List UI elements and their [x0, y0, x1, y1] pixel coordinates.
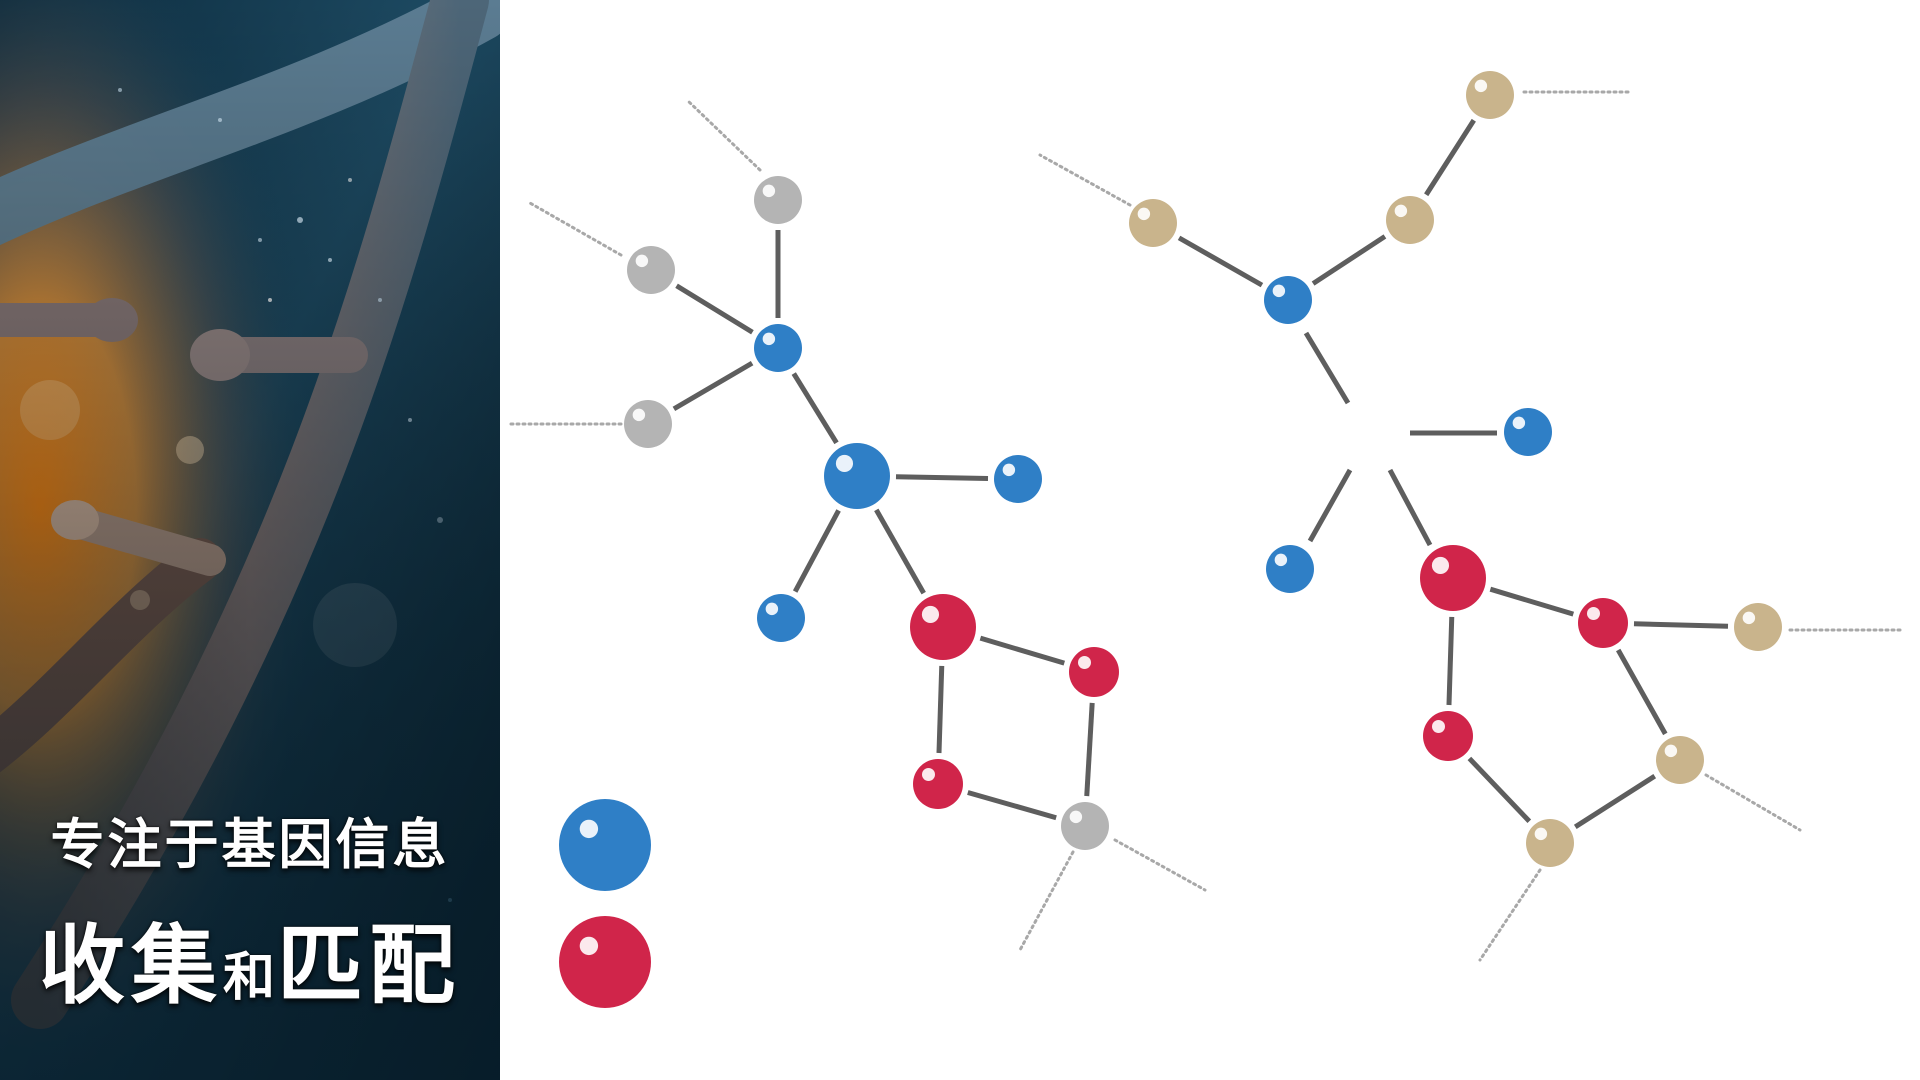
tan-atom [1734, 603, 1782, 651]
blue-atom [757, 594, 805, 642]
blue-atom [824, 443, 890, 509]
atom-highlight [1078, 656, 1091, 669]
bond-line [792, 509, 841, 593]
blue-sphere-icon [559, 799, 651, 891]
bond-line [1387, 468, 1433, 547]
bond-line [672, 360, 754, 412]
atom-highlight [762, 332, 776, 346]
tagline-line-2: 收集和匹配 [0, 895, 500, 1020]
gray-atom [627, 246, 675, 294]
atom-highlight [765, 602, 779, 616]
legend-highlight [579, 936, 599, 956]
atom-highlight [835, 454, 854, 473]
bond-line [1307, 468, 1353, 543]
atoms [624, 71, 1782, 867]
atom-highlight [632, 408, 646, 422]
atom-highlight [1474, 79, 1488, 93]
dotted-connectors [508, 90, 1902, 962]
blue-atom [1264, 276, 1312, 324]
red-sphere-icon [559, 916, 651, 1008]
atom-highlight [1432, 720, 1445, 733]
red-atom [1423, 711, 1473, 761]
bond-line [1424, 118, 1476, 197]
red-atom [1578, 598, 1628, 648]
atom-highlight [1394, 204, 1408, 218]
bond-line [1311, 234, 1387, 286]
red-atom [910, 594, 976, 660]
atom-highlight [1069, 810, 1083, 824]
gray-atom [754, 176, 802, 224]
bond-line [1177, 235, 1264, 288]
red-atom [1420, 545, 1486, 611]
bond-line [895, 474, 989, 481]
atom-highlight [1664, 744, 1678, 758]
atom-highlight [1512, 416, 1526, 430]
atom-highlight [1587, 607, 1600, 620]
bond-line [791, 372, 839, 445]
gray-atom [1061, 802, 1109, 850]
atom-highlight [1274, 553, 1288, 567]
bond-line [967, 790, 1057, 821]
tan-atom [1386, 196, 1434, 244]
bond-line [1616, 648, 1668, 736]
tagline-match: 匹配 [277, 915, 461, 1016]
tagline-and: 和 [222, 947, 277, 1008]
blue-atom [1504, 408, 1552, 456]
tan-atom [1526, 819, 1574, 867]
bond-line [874, 508, 926, 595]
atom-highlight [1272, 284, 1286, 298]
tan-atom [1129, 199, 1177, 247]
tan-atom [1466, 71, 1514, 119]
red-atom [913, 759, 963, 809]
atom-highlight [635, 254, 649, 268]
dotted-connector [1113, 838, 1207, 892]
atom-highlight [1431, 556, 1450, 575]
bond-lines [672, 118, 1729, 829]
dna-helix-illustration [0, 0, 500, 1080]
tan-atom [1656, 736, 1704, 784]
bond-line [936, 665, 945, 754]
legend [559, 799, 651, 1008]
bond-line [979, 635, 1066, 666]
dotted-connector [1038, 153, 1132, 207]
tagline-line-1: 专注于基因信息 [50, 812, 450, 876]
gray-atom [624, 400, 672, 448]
dotted-connector [1704, 773, 1802, 832]
atom-highlight [1742, 611, 1756, 625]
bond-line [1446, 616, 1455, 706]
dna-image-panel: 专注于基因信息 收集和匹配 [0, 0, 500, 1080]
bond-line [675, 283, 754, 335]
atom-highlight [921, 605, 940, 624]
dotted-connector [1018, 850, 1075, 952]
red-atom [1069, 647, 1119, 697]
blue-atom [994, 455, 1042, 503]
blue-atom [754, 324, 802, 372]
bond-line [1633, 621, 1729, 629]
bond-line [1084, 702, 1095, 797]
legend-highlight [579, 819, 599, 839]
bond-line [1467, 756, 1532, 824]
bond-line [1489, 586, 1575, 617]
dotted-connector [1478, 868, 1542, 962]
atom-highlight [1002, 463, 1016, 477]
atom-highlight [1534, 827, 1548, 841]
dotted-connector [528, 201, 623, 257]
atom-highlight [922, 768, 935, 781]
atom-highlight [762, 184, 776, 198]
bond-line [1303, 331, 1351, 405]
dotted-connector [685, 98, 762, 172]
tagline-collect: 收集 [38, 915, 223, 1016]
blue-atom [1266, 545, 1314, 593]
bond-line [1573, 774, 1657, 829]
atom-highlight [1137, 207, 1151, 221]
